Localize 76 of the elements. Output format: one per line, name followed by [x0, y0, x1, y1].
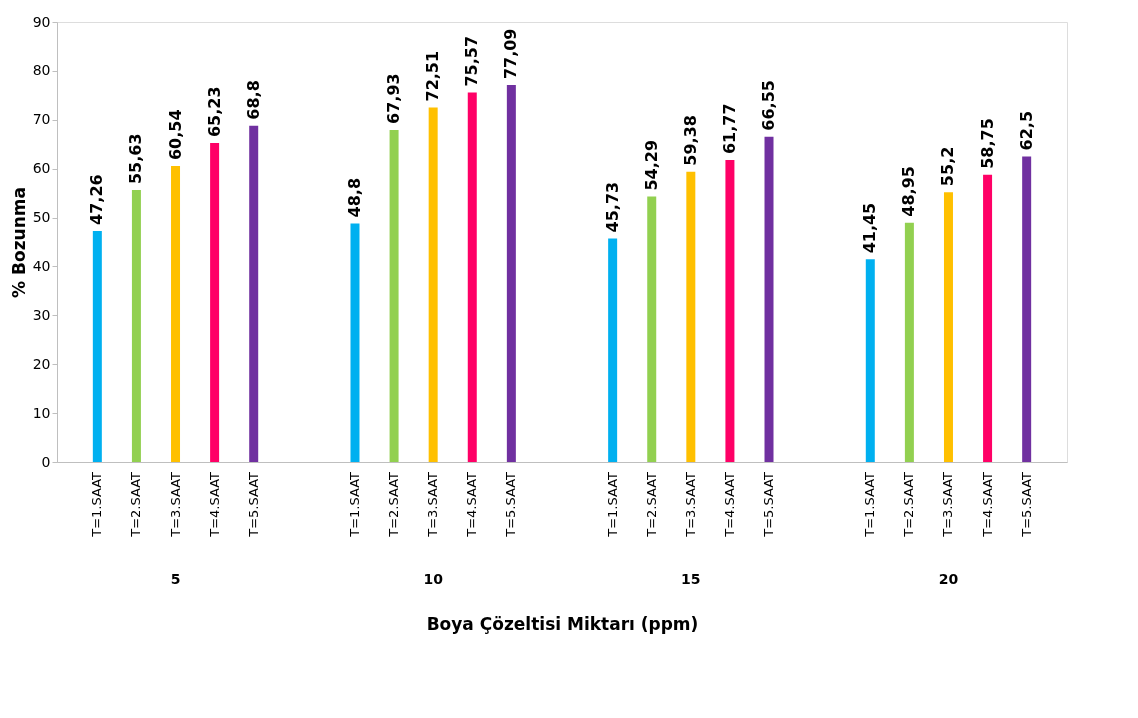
bar: [249, 125, 259, 462]
bar: [764, 136, 774, 462]
data-label: 72,51: [423, 50, 443, 102]
text: T=1.SAAT: [346, 472, 362, 537]
text: T=4.SAAT: [206, 471, 222, 538]
bar: [131, 190, 141, 462]
y-tick-label: 0: [41, 453, 51, 470]
y-tick-label: 30: [32, 306, 51, 323]
bar: [943, 192, 953, 462]
data-label: 68,8: [243, 80, 263, 120]
data-label: 60,54: [165, 109, 185, 161]
data-label: 55,2: [938, 146, 958, 187]
data-label: 47,26: [87, 174, 107, 225]
bar: [608, 238, 618, 462]
bar: [1022, 156, 1032, 462]
text: T=3.SAAT: [425, 472, 441, 537]
text: T=4.SAAT: [464, 472, 480, 537]
text: T=2.SAAT: [128, 471, 144, 538]
text: T=1.SAAT: [604, 472, 620, 537]
text: T=5.SAAT: [761, 472, 777, 537]
data-label: 45,73: [602, 181, 622, 233]
text: T=1.SAAT: [862, 472, 878, 537]
text: T=3.SAAT: [167, 471, 183, 538]
text: T=2.SAAT: [901, 472, 917, 537]
x-tick-label: 20: [938, 570, 959, 587]
y-tick-label: 70: [32, 111, 51, 128]
text: T=2.SAAT: [386, 472, 402, 537]
data-label: 77,09: [501, 28, 521, 80]
x-tick-label: 15: [681, 570, 701, 587]
text: T=3.SAAT: [940, 472, 956, 537]
bar: [171, 166, 181, 462]
y-axis-title: % Bozunma: [8, 187, 29, 298]
data-label: 62,5: [1016, 110, 1036, 151]
bar: [686, 171, 696, 462]
data-label: 55,63: [126, 133, 146, 185]
text: T=3.SAAT: [682, 472, 698, 537]
bar: [467, 92, 477, 462]
bar: [92, 230, 102, 462]
data-label: 75,57: [462, 35, 482, 87]
bar: [506, 85, 516, 462]
bar: [725, 160, 735, 462]
bar: [983, 174, 993, 462]
x-tick-label: 10: [423, 570, 444, 587]
data-label: 58,75: [977, 118, 997, 169]
text: T=5.SAAT: [245, 471, 261, 538]
bar: [865, 259, 875, 462]
text: T=1.SAAT: [89, 471, 105, 538]
data-label: 67,93: [384, 73, 404, 124]
data-label: 48,95: [899, 166, 919, 217]
y-tick-label: 20: [32, 355, 51, 372]
bar: [350, 223, 360, 462]
y-tick-label: 80: [32, 62, 51, 79]
x-axis-title: Boya Çözeltisi Miktarı (ppm): [426, 613, 699, 634]
x-tick-label: 5: [170, 570, 181, 587]
bar: [904, 222, 914, 462]
bar: [428, 107, 438, 462]
text: T=4.SAAT: [979, 472, 995, 537]
bar: [210, 143, 220, 462]
text: T=4.SAAT: [721, 472, 737, 537]
text: T=5.SAAT: [503, 472, 519, 537]
text: T=5.SAAT: [1018, 472, 1034, 537]
data-label: 61,77: [719, 103, 739, 155]
data-label: 41,45: [860, 202, 880, 254]
data-label: 59,38: [680, 115, 700, 166]
y-tick-label: 40: [32, 257, 51, 274]
y-tick-label: 90: [32, 13, 51, 30]
data-label: 65,23: [204, 86, 224, 138]
y-tick-label: 60: [32, 160, 51, 177]
data-label: 54,29: [641, 139, 661, 191]
data-label: 48,8: [344, 177, 364, 218]
y-tick-label: 10: [32, 404, 51, 421]
bar: [647, 196, 657, 462]
text: T=2.SAAT: [643, 472, 659, 537]
data-label: 66,55: [759, 80, 779, 131]
bar: [389, 129, 399, 462]
y-tick-label: 50: [32, 209, 51, 226]
